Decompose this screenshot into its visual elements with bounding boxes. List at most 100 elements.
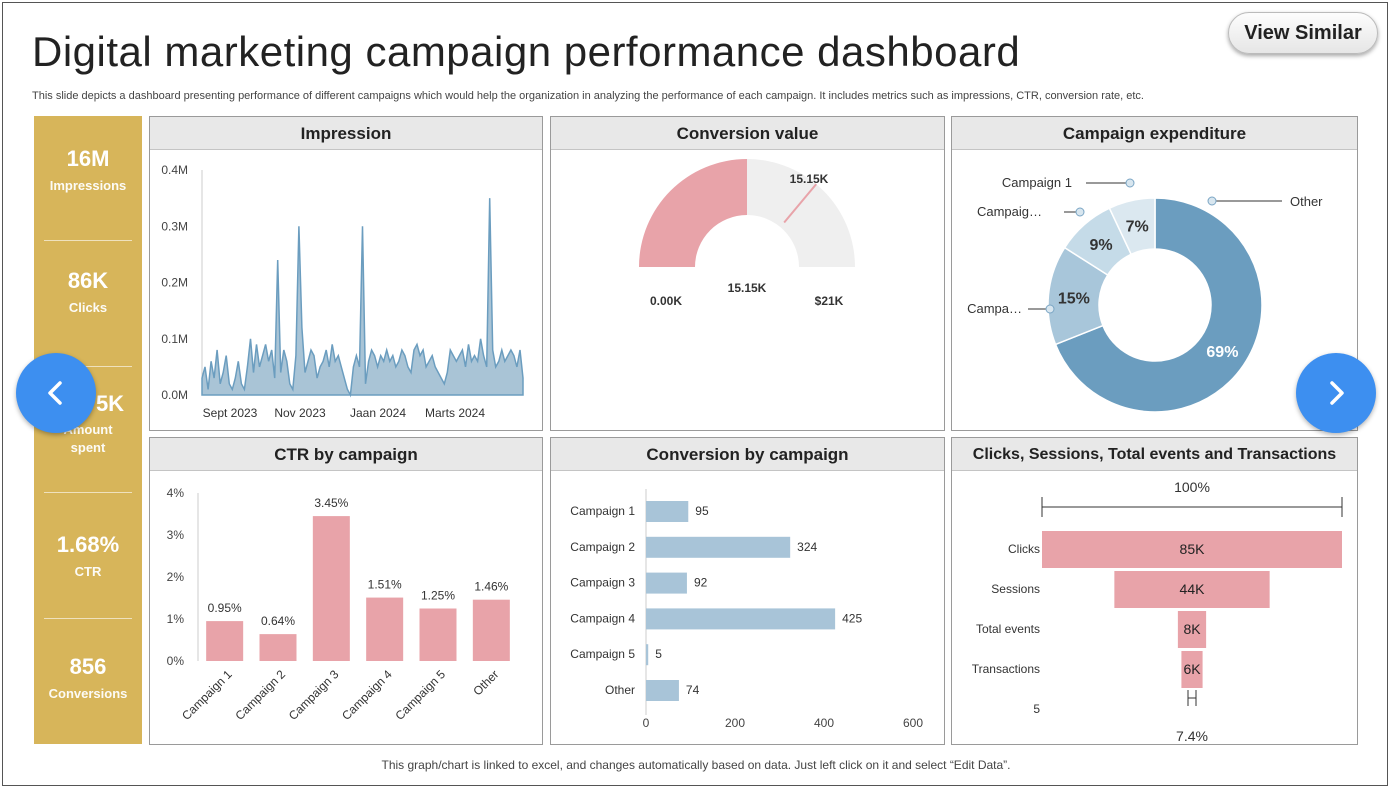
y-tick-label: Campaign 2 (570, 540, 635, 554)
bar-value-label: 0.64% (261, 614, 295, 628)
conversion-bar (646, 644, 649, 666)
conversion-value-card: Conversion value 15.15K 15.15K 0.00K $21K (550, 116, 945, 431)
leader-dot (1075, 207, 1085, 217)
y-tick-label: Other (605, 683, 635, 697)
kpi-clicks: 86K Clicks (34, 268, 142, 315)
kpi-divider (44, 240, 132, 241)
kpi-label: CTR (74, 564, 102, 579)
bar-value-label: 1.51% (368, 578, 402, 592)
x-tick-label: Campaign 3 (286, 667, 342, 723)
bar-value-label: 8K (1183, 621, 1201, 637)
y-tick-label: Sessions (991, 582, 1040, 596)
x-tick-label: 400 (814, 716, 834, 730)
card-title: Campaign expenditure (952, 117, 1357, 150)
bar-value-label: 74 (686, 683, 700, 697)
expenditure-donut-chart: 69% 15% 9% 7% Campaign 1 Campaig… Campa… Other (967, 175, 1323, 413)
next-slide-button[interactable] (1296, 353, 1376, 433)
chevron-left-icon (48, 381, 62, 405)
donut-slice (1108, 197, 1156, 256)
ctr-bar (366, 597, 404, 661)
y-tick-label: 4% (167, 486, 185, 500)
y-tick-label: 0% (167, 654, 185, 668)
ctr-bar (259, 634, 297, 661)
impression-card: Impression 0.0M 0.1M 0.2M 0.3M 0.4M Sept 2023… (149, 116, 543, 431)
ctr-bar (472, 599, 510, 661)
x-tick-label: 600 (903, 716, 923, 730)
card-title: Impression (150, 117, 542, 150)
kpi-amount-spent: 5K Amount spent (34, 391, 142, 457)
y-tick-label: 1% (167, 612, 185, 626)
donut-value-label: 69% (1206, 344, 1238, 361)
bar-value-label: 1.25% (421, 589, 455, 603)
y-tick-label: Campaign 1 (570, 504, 635, 518)
bar-value-label: 3.45% (314, 496, 348, 510)
ctr-card: CTR by campaign 0% 1% 2% 3% 4% 0.95% Campaign … (149, 437, 543, 745)
impression-area (201, 198, 524, 398)
bar-value-label: 0.95% (208, 601, 242, 615)
y-tick-label: Total events (976, 622, 1040, 636)
gauge-center-label: 15.15K (728, 281, 767, 295)
kpi-value: 5K (95, 391, 125, 416)
legend-label: Other (1290, 194, 1323, 209)
funnel-chart: 100% Clicks 85K Sessions 44K Total events 8K Tr… (972, 479, 1343, 744)
ctr-bar (419, 608, 457, 661)
bar-value-label: 85K (1180, 541, 1206, 557)
y-tick-label: Campaign 4 (570, 611, 635, 625)
x-tick-label: Marts 2024 (425, 406, 485, 420)
expenditure-card: Campaign expenditure 69% 15% 9% 7% Campaign … (951, 116, 1358, 431)
funnel-bottom-label: 7.4% (1176, 728, 1208, 744)
previous-slide-button[interactable] (16, 353, 96, 433)
funnel-bar (1042, 531, 1342, 568)
kpi-impressions: 16M Impressions (34, 146, 142, 193)
conversion-bar-chart: Campaign 1 95 Campaign 2 324 Campaign 3 92 Cam… (570, 489, 923, 730)
footer-note: This graph/chart is linked to excel, and… (381, 758, 1011, 772)
bar-value-label: 5 (655, 647, 662, 661)
leader-dot (1125, 178, 1135, 188)
ctr-bar (312, 516, 350, 661)
legend-label: Campaig… (977, 204, 1042, 219)
gauge-marker (783, 183, 817, 224)
x-tick-label: Campaign 1 (179, 667, 235, 723)
x-tick-label: Jaan 2024 (350, 406, 406, 420)
kpi-ctr: 1.68% CTR (34, 532, 142, 579)
bar-value-label: 95 (695, 504, 709, 518)
bar-value-label: 44K (1180, 581, 1206, 597)
y-tick-label: Campaign 5 (570, 647, 635, 661)
x-tick-label: 0 (643, 716, 650, 730)
kpi-divider (44, 366, 132, 367)
bar-value-label: 6K (1183, 661, 1201, 677)
bar-value-label: 425 (842, 611, 862, 625)
kpi-label: Impressions (49, 178, 127, 193)
x-tick-label: Campaign 4 (339, 667, 395, 723)
kpi-panel: 16M Impressions 86K Clicks 5K Amount spe… (34, 116, 142, 744)
y-tick-label: 0.4M (161, 163, 188, 177)
conversion-bar (646, 501, 689, 522)
kpi-divider (44, 492, 132, 493)
gauge-filled-arc (639, 159, 747, 267)
y-tick-label: 0.2M (161, 276, 188, 290)
kpi-value: 1.68% (56, 532, 120, 557)
kpi-label: Clicks (68, 300, 108, 315)
y-tick-label: 5 (1033, 702, 1040, 716)
legend-label: Campaign 1 (1002, 175, 1072, 190)
y-tick-label: 0.3M (161, 219, 188, 233)
x-tick-label: 200 (725, 716, 745, 730)
gauge-min-label: 0.00K (650, 294, 682, 308)
ctr-bar (206, 621, 244, 661)
x-tick-label: Campaign 5 (392, 667, 448, 723)
y-tick-label: Transactions (972, 662, 1040, 676)
conversion-bar (646, 680, 679, 701)
impression-chart: 0.0M 0.1M 0.2M 0.3M 0.4M Sept 2023 Nov 2023 Jaa… (161, 163, 524, 420)
conversion-bar (646, 536, 791, 558)
page-subtitle: This slide depicts a dashboard presentin… (32, 90, 1144, 102)
bar-value-label: 324 (797, 540, 817, 554)
legend-label: Campa… (967, 301, 1022, 316)
donut-slice (1054, 197, 1263, 413)
gauge-remaining-arc (747, 159, 855, 267)
funnel-bar (1181, 651, 1203, 688)
x-tick-label: Other (470, 667, 501, 698)
view-similar-button[interactable]: View Similar (1228, 12, 1378, 54)
kpi-label: Conversions (48, 686, 128, 701)
kpi-value: 856 (69, 654, 107, 679)
gauge-value-label: 15.15K (790, 172, 829, 186)
